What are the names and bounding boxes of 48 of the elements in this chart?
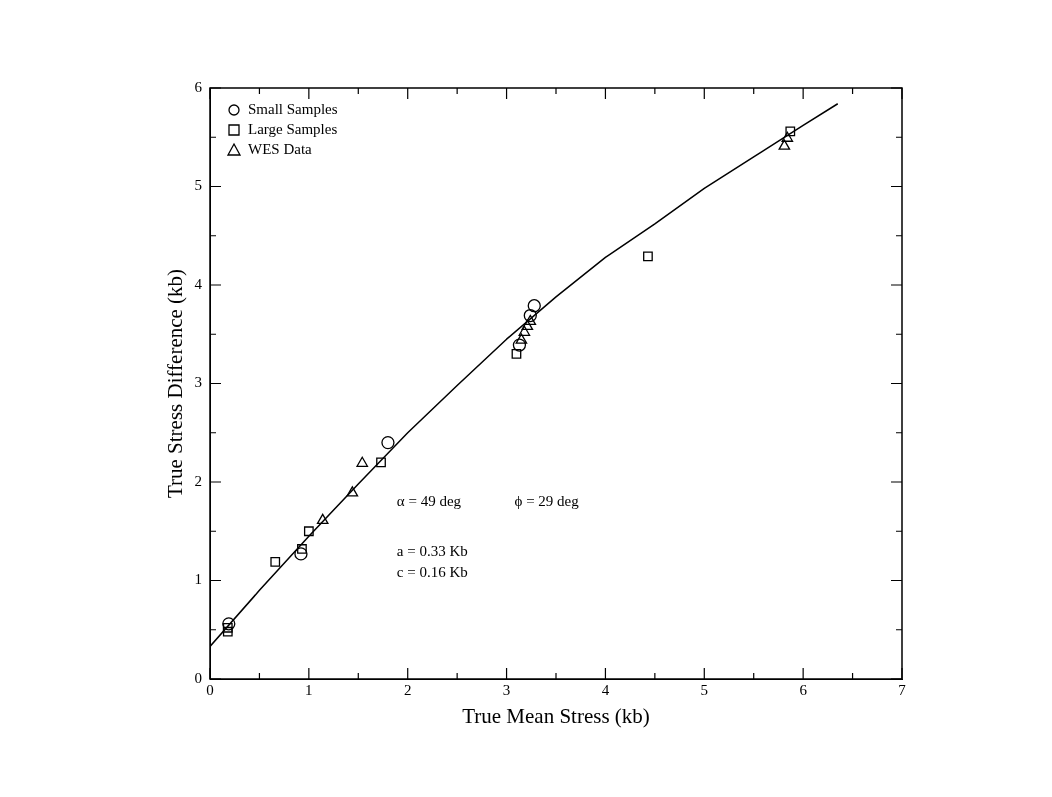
point bbox=[781, 131, 794, 142]
y-tick-label: 3 bbox=[194, 374, 202, 391]
point bbox=[294, 547, 308, 561]
annotation: a = 0.33 Kb bbox=[396, 542, 468, 559]
point bbox=[643, 251, 653, 262]
point bbox=[356, 456, 369, 467]
point bbox=[303, 526, 314, 537]
y-axis-title: True Stress Difference (kb) bbox=[163, 268, 188, 499]
legend-label: WES Data bbox=[248, 140, 313, 157]
point bbox=[512, 338, 527, 352]
y-tick-label: 6 bbox=[194, 78, 203, 95]
x-tick-label: 5 bbox=[700, 681, 709, 698]
point bbox=[316, 513, 329, 525]
point bbox=[785, 126, 796, 137]
x-tick-label: 1 bbox=[305, 681, 313, 698]
point bbox=[270, 556, 281, 567]
y-tick-label: 5 bbox=[194, 177, 202, 194]
x-axis-title: True Mean Stress (kb) bbox=[462, 703, 650, 728]
point bbox=[222, 626, 233, 637]
point bbox=[778, 139, 791, 150]
point bbox=[376, 457, 386, 468]
annotation: α = 49 deg bbox=[396, 492, 462, 509]
point bbox=[381, 435, 395, 450]
x-tick-label: 6 bbox=[799, 681, 808, 698]
point bbox=[518, 325, 531, 336]
annotation: ϕ = 29 deg bbox=[514, 492, 580, 509]
point bbox=[511, 349, 522, 359]
point bbox=[297, 544, 307, 554]
point bbox=[527, 299, 541, 313]
x-tick-label: 0 bbox=[206, 681, 214, 698]
point bbox=[524, 314, 537, 326]
annotation: c = 0.16 Kb bbox=[396, 563, 468, 580]
point bbox=[521, 319, 534, 331]
point bbox=[515, 333, 528, 344]
x-tick-label: 4 bbox=[601, 681, 610, 698]
x-tick-label: 2 bbox=[403, 681, 412, 698]
x-tick-label: 3 bbox=[502, 681, 511, 698]
point bbox=[523, 308, 537, 323]
y-tick-label: 4 bbox=[194, 275, 203, 292]
legend-label: Large Samples bbox=[248, 120, 338, 137]
point bbox=[346, 486, 359, 497]
y-tick-label: 2 bbox=[194, 472, 202, 489]
y-tick-label: 1 bbox=[194, 571, 202, 588]
point bbox=[222, 622, 233, 633]
legend-label: Small Samples bbox=[248, 100, 338, 117]
point bbox=[222, 617, 236, 631]
y-tick-label: 0 bbox=[194, 669, 202, 686]
x-tick-label: 7 bbox=[898, 681, 907, 698]
